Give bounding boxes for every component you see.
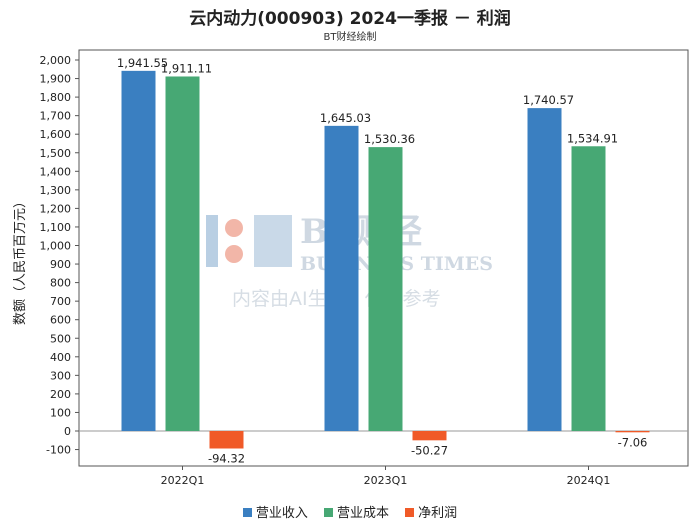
y-tick-label: 1,500 bbox=[40, 147, 72, 160]
y-tick-label: 1,400 bbox=[40, 165, 72, 178]
legend-swatch-cost bbox=[323, 508, 333, 517]
legend-swatch-net-profit bbox=[405, 508, 415, 517]
watermark-brand-cn: BT财经 bbox=[300, 212, 422, 252]
y-tick-label: 1,700 bbox=[40, 110, 72, 123]
data-label: -94.32 bbox=[208, 451, 245, 465]
y-tick-label: 900 bbox=[50, 258, 71, 271]
y-axis-label: 数额（人民币百万元） bbox=[13, 195, 28, 325]
bar bbox=[571, 146, 606, 431]
data-label: 1,530.36 bbox=[364, 132, 415, 146]
y-tick-label: 0 bbox=[64, 425, 71, 438]
y-tick-label: 1,300 bbox=[40, 184, 72, 197]
y-tick-label: 1,900 bbox=[40, 73, 72, 86]
watermark-logo-bar bbox=[206, 215, 218, 267]
chart-title: 云内动力(000903) 2024一季报 － 利润 bbox=[189, 9, 511, 29]
bar bbox=[121, 70, 156, 432]
data-label: -50.27 bbox=[411, 443, 448, 457]
watermark-logo-block bbox=[254, 215, 292, 267]
legend: 营业收入 营业成本 净利润 bbox=[0, 502, 700, 521]
y-tick-label: 500 bbox=[50, 332, 71, 345]
y-tick-label: 700 bbox=[50, 295, 71, 308]
y-tick-label: 1,000 bbox=[40, 240, 72, 253]
bar bbox=[368, 147, 403, 431]
data-label: 1,740.57 bbox=[523, 93, 574, 107]
data-label: 1,534.91 bbox=[567, 131, 618, 145]
y-tick-label: 800 bbox=[50, 277, 71, 290]
y-tick-label: 400 bbox=[50, 351, 71, 364]
bar bbox=[615, 431, 650, 433]
y-axis: -100 0 100 200 300 400 500 600 700 800 900 1,000 1,1… bbox=[40, 54, 688, 457]
y-tick-label: 300 bbox=[50, 369, 71, 382]
x-tick-label: 2022Q1 bbox=[161, 474, 205, 487]
y-tick-label: 1,600 bbox=[40, 128, 72, 141]
legend-swatch-revenue bbox=[242, 508, 252, 517]
y-tick-label: 100 bbox=[50, 406, 71, 419]
plot-area bbox=[78, 49, 689, 467]
y-tick-label: 1,100 bbox=[40, 221, 72, 234]
y-tick-label: 2,000 bbox=[40, 54, 72, 67]
data-label: -7.06 bbox=[618, 435, 648, 449]
legend-label-revenue: 营业收入 bbox=[255, 506, 308, 521]
y-tick-label: 1,200 bbox=[40, 202, 72, 215]
x-tick-label: 2023Q1 bbox=[364, 474, 408, 487]
y-tick-label: -100 bbox=[46, 444, 71, 457]
bars: 1,941.551,911.11 -94.32 1,645.03 1,530.36 -5… bbox=[117, 56, 650, 465]
y-tick-label: 600 bbox=[50, 314, 71, 327]
y-tick-label: 200 bbox=[50, 388, 71, 401]
data-label: 1,941.55 bbox=[117, 56, 168, 70]
bar bbox=[527, 108, 562, 431]
watermark-logo-dot bbox=[225, 245, 243, 263]
bar bbox=[165, 76, 200, 431]
x-tick-label: 2024Q1 bbox=[567, 474, 611, 487]
legend-item-net-profit: 净利润 bbox=[405, 502, 457, 521]
bar bbox=[209, 431, 244, 449]
data-label: 1,645.03 bbox=[320, 111, 371, 125]
legend-item-revenue: 营业收入 bbox=[242, 502, 308, 521]
data-label: 1,911.11 bbox=[161, 61, 212, 75]
legend-label-net-profit: 净利润 bbox=[418, 506, 458, 521]
y-tick-label: 1,800 bbox=[40, 91, 72, 104]
legend-item-cost: 营业成本 bbox=[323, 502, 389, 521]
bar bbox=[412, 431, 447, 441]
x-axis: 2022Q1 2023Q1 2024Q1 bbox=[161, 466, 611, 487]
legend-label-cost: 营业成本 bbox=[336, 506, 389, 521]
chart-subtitle: BT财经绘制 bbox=[323, 32, 377, 43]
bar bbox=[324, 125, 359, 432]
watermark-logo-dot bbox=[225, 219, 243, 237]
